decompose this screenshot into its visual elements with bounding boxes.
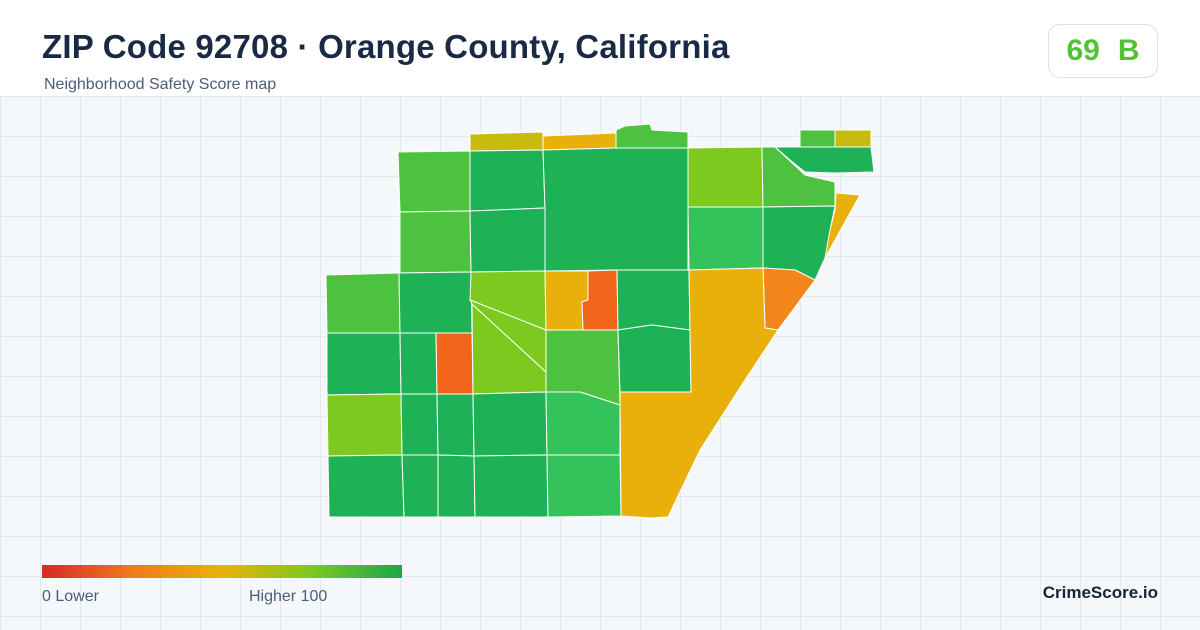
tract[interactable]: [436, 393, 475, 457]
tract[interactable]: [687, 146, 764, 208]
tract[interactable]: [400, 393, 439, 456]
tract[interactable]: [327, 454, 405, 518]
tract[interactable]: [469, 131, 544, 152]
tract[interactable]: [545, 391, 621, 456]
legend-high-label: Higher 100: [249, 588, 328, 605]
tract[interactable]: [399, 332, 438, 395]
tract[interactable]: [544, 270, 589, 331]
safety-score-grade: B: [1117, 34, 1140, 67]
tract[interactable]: [325, 272, 401, 334]
tract[interactable]: [469, 207, 546, 273]
tract[interactable]: [473, 454, 549, 518]
tract[interactable]: [615, 123, 689, 149]
tract[interactable]: [542, 147, 689, 272]
page-title: ZIP Code 92708 · Orange County, Californ…: [42, 28, 730, 65]
tract[interactable]: [834, 129, 872, 148]
brand-logo-text[interactable]: CrimeScore.io: [1042, 583, 1158, 602]
tract[interactable]: [617, 324, 692, 393]
tract[interactable]: [687, 206, 764, 271]
legend-color-scale: [42, 565, 402, 578]
tract[interactable]: [799, 129, 836, 148]
tract[interactable]: [398, 271, 473, 334]
safety-score-badge: 69 B: [1048, 24, 1158, 78]
tract[interactable]: [326, 393, 403, 457]
tract[interactable]: [546, 454, 622, 518]
tract[interactable]: [616, 269, 691, 331]
tract[interactable]: [762, 267, 816, 331]
header: [0, 0, 1200, 96]
legend-low-label: 0 Lower: [42, 588, 99, 605]
tract[interactable]: [774, 146, 875, 174]
tract[interactable]: [435, 332, 474, 395]
tract[interactable]: [437, 454, 476, 518]
tract[interactable]: [472, 391, 548, 457]
safety-score-value: 69: [1066, 34, 1100, 67]
tract[interactable]: [399, 210, 472, 274]
tract[interactable]: [401, 454, 439, 518]
tract[interactable]: [619, 267, 779, 519]
page-subtitle: Neighborhood Safety Score map: [44, 76, 277, 93]
tract[interactable]: [397, 150, 471, 213]
tract[interactable]: [469, 149, 546, 212]
tract[interactable]: [326, 332, 402, 396]
tract[interactable]: [542, 132, 617, 151]
